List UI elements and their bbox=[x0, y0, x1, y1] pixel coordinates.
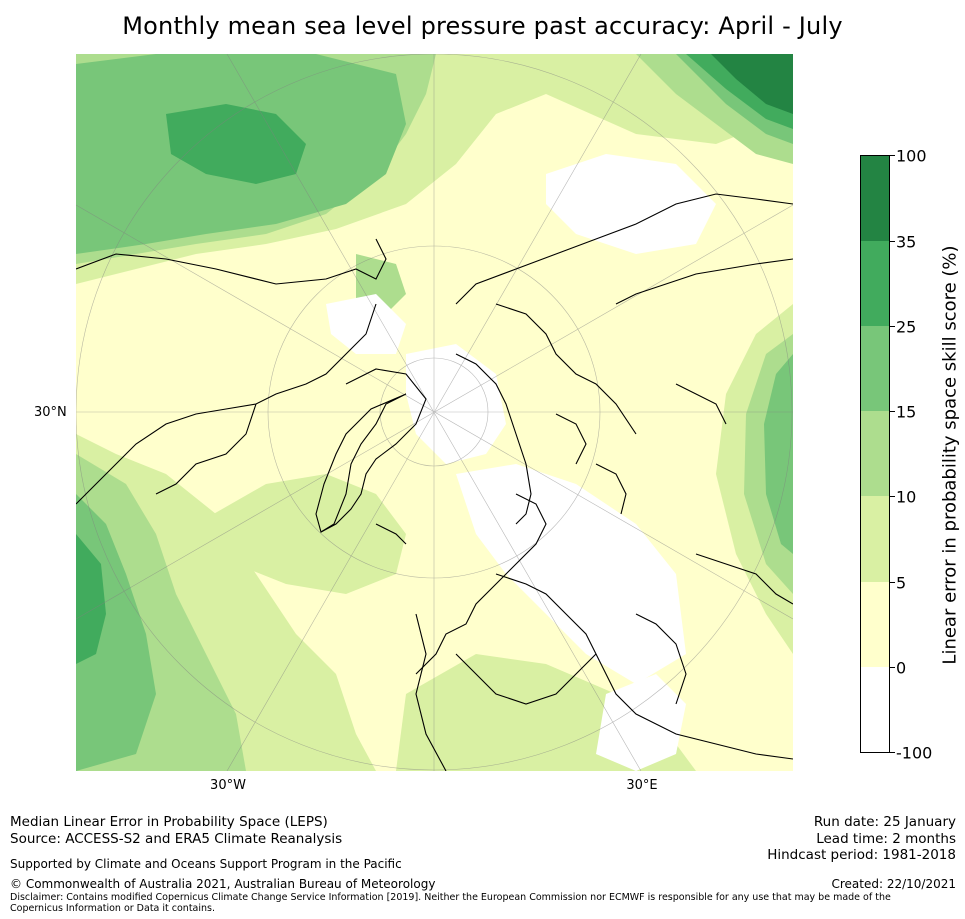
skill-region-negative bbox=[546, 154, 716, 254]
footer-lead-time: Lead time: 2 months bbox=[816, 831, 956, 847]
lon-label-30w: 30°W bbox=[210, 778, 246, 793]
footer-copyright: © Commonwealth of Australia 2021, Austra… bbox=[10, 877, 436, 891]
colorbar-tickmark bbox=[890, 411, 895, 412]
colorbar-bin-5-10 bbox=[860, 496, 890, 582]
colorbar-tick-label: 35 bbox=[896, 232, 917, 252]
colorbar-bin-15-25 bbox=[860, 326, 890, 411]
colorbar-axis-label: Linear error in probability space skill … bbox=[939, 245, 961, 665]
footer-disclaimer: Disclaimer: Contains modified Copernicus… bbox=[10, 892, 891, 914]
colorbar-tickmark bbox=[890, 752, 895, 753]
skill-region-25-35 bbox=[76, 534, 106, 664]
colorbar-tickmark bbox=[890, 667, 895, 668]
skill-region-25-35 bbox=[166, 104, 306, 184]
chart-title: Monthly mean sea level pressure past acc… bbox=[122, 12, 843, 40]
colorbar-tickmark bbox=[890, 241, 895, 242]
skill-region-negative bbox=[326, 294, 406, 354]
colorbar-tick-label: -100 bbox=[896, 743, 933, 763]
graticule bbox=[76, 54, 793, 771]
lon-label-30e: 30°E bbox=[626, 778, 658, 793]
skill-region-negative bbox=[596, 674, 686, 771]
footer-hindcast: Hindcast period: 1981-2018 bbox=[767, 847, 956, 863]
footer-method: Median Linear Error in Probability Space… bbox=[10, 814, 328, 830]
footer-support: Supported by Climate and Oceans Support … bbox=[10, 857, 402, 871]
colorbar-bin-0-5 bbox=[860, 582, 890, 667]
lat-label-30n: 30°N bbox=[34, 405, 67, 420]
colorbar-bin-10-15 bbox=[860, 411, 890, 496]
colorbar-bin-neg100-0 bbox=[860, 667, 890, 753]
colorbar-bin-25-35 bbox=[860, 241, 890, 326]
colorbar-tick-label: 10 bbox=[896, 487, 917, 507]
colorbar-tickmark bbox=[890, 326, 895, 327]
colorbar-bin-35-100 bbox=[860, 155, 890, 242]
skill-region-negative bbox=[456, 464, 686, 684]
coastlines bbox=[76, 193, 793, 771]
colorbar-tick-label: 25 bbox=[896, 317, 917, 337]
colorbar-tick-label: 0 bbox=[896, 658, 907, 678]
skill-region-35-100 bbox=[711, 54, 793, 114]
footer-source: Source: ACCESS-S2 and ERA5 Climate Reana… bbox=[10, 831, 343, 847]
colorbar bbox=[860, 155, 890, 753]
colorbar-tickmark bbox=[890, 582, 895, 583]
colorbar-tick-label: 100 bbox=[896, 146, 927, 166]
skill-region-5-10 bbox=[196, 474, 406, 594]
map-svg bbox=[76, 54, 793, 771]
skill-region-15-25 bbox=[764, 354, 793, 554]
footer-created: Created: 22/10/2021 bbox=[831, 877, 956, 891]
skill-region-negative bbox=[406, 344, 506, 464]
polar-map bbox=[76, 54, 793, 771]
footer-run-date: Run date: 25 January bbox=[813, 814, 956, 830]
colorbar-tick-label: 5 bbox=[896, 573, 907, 593]
colorbar-tickmark bbox=[890, 496, 895, 497]
colorbar-tickmark bbox=[890, 155, 895, 156]
colorbar-tick-label: 15 bbox=[896, 402, 917, 422]
